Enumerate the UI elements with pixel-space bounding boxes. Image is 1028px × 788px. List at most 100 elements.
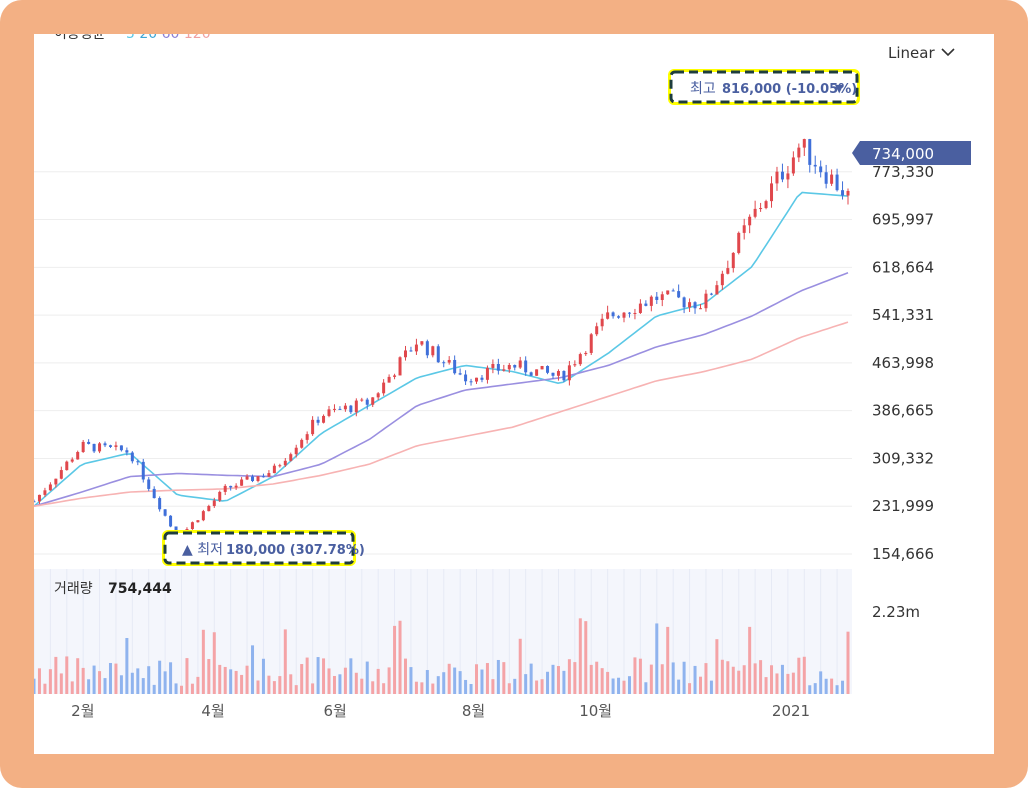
candle-body	[535, 369, 539, 376]
scale-select-label[interactable]: Linear	[888, 44, 935, 62]
volume-bar	[305, 657, 309, 694]
candle-body	[119, 445, 123, 451]
candle-body	[251, 476, 255, 482]
candle-body	[546, 366, 550, 373]
candle-body	[742, 225, 746, 233]
volume-bar	[108, 663, 112, 694]
volume-bar	[431, 683, 435, 694]
volume-bar	[584, 621, 588, 694]
chevron-down-icon[interactable]	[941, 48, 955, 57]
volume-bar	[546, 671, 550, 694]
candle-body	[496, 363, 500, 371]
volume-bar	[764, 677, 768, 694]
candle-body	[759, 208, 763, 210]
volume-bar	[704, 663, 708, 694]
candle-body	[704, 293, 708, 309]
volume-bar	[119, 675, 123, 694]
candle-body	[65, 461, 69, 471]
volume-bar	[780, 664, 784, 694]
candle-body	[447, 359, 451, 363]
x-tick-label: 8월	[462, 702, 485, 720]
volume-bar	[436, 676, 440, 694]
candle-body	[841, 190, 845, 196]
volume-bar	[600, 668, 604, 694]
candle-body	[152, 488, 156, 499]
volume-bar	[59, 673, 63, 694]
candle-body	[54, 478, 58, 485]
candle-body	[540, 366, 544, 370]
volume-bar	[354, 672, 358, 694]
volume-bar	[398, 620, 402, 694]
candle-body	[43, 490, 47, 495]
volume-bar	[627, 676, 631, 694]
ma-legend-60: 60	[162, 34, 184, 42]
candle-body	[720, 273, 724, 286]
candle-body	[622, 312, 626, 318]
ma-legend-120: 120	[184, 34, 211, 42]
volume-bar	[791, 672, 795, 694]
volume-bar	[824, 678, 828, 694]
candle-body	[688, 302, 692, 308]
volume-bar	[174, 683, 178, 694]
volume-bar	[698, 676, 702, 694]
volume-bar	[562, 670, 566, 694]
candle-body	[332, 408, 336, 410]
y-tick-label: 231,999	[872, 497, 934, 515]
volume-bar	[387, 667, 391, 694]
volume-bar	[223, 666, 227, 694]
volume-bar	[748, 626, 752, 694]
volume-bar	[606, 671, 610, 694]
candle-body	[562, 371, 566, 381]
candle-body	[715, 285, 719, 295]
candle-body	[469, 381, 473, 383]
x-tick-label: 10월	[579, 702, 612, 720]
candle-body	[638, 303, 642, 313]
volume-bar	[709, 680, 713, 694]
ma-legend-title: 이동평균	[54, 34, 106, 42]
candle-body	[491, 363, 495, 368]
x-tick-label: 2월	[71, 702, 94, 720]
candle-body	[256, 476, 260, 482]
volume-bar	[638, 658, 642, 694]
candle-body	[158, 498, 162, 510]
volume-bar	[480, 669, 484, 694]
volume-bar	[496, 659, 500, 694]
candle-body	[791, 157, 795, 174]
volume-bar	[409, 667, 413, 694]
candle-body	[775, 171, 779, 184]
volume-bar	[136, 668, 140, 694]
volume-bar	[502, 662, 506, 694]
ma-legend-5: 5	[126, 34, 139, 42]
candle-body	[272, 465, 276, 474]
candle-body	[196, 520, 200, 523]
volume-bar	[644, 682, 648, 694]
candle-body	[376, 393, 380, 398]
volume-bar	[655, 623, 659, 694]
candle-body	[698, 308, 702, 310]
candle-body	[223, 485, 227, 492]
high-annotation: 최고 816,000 (-10.05%) ▼	[668, 69, 860, 105]
volume-bar	[272, 681, 276, 694]
ma-legend: 이동평균 5 20 60 120	[54, 34, 211, 42]
volume-bar	[425, 670, 429, 694]
candle-body	[305, 434, 309, 440]
volume-bar	[535, 680, 539, 694]
volume-bar	[414, 681, 418, 694]
down-arrow-icon: ▼	[835, 82, 844, 95]
candle-body	[578, 354, 582, 365]
volume-bar	[212, 632, 216, 694]
volume-bar	[141, 678, 145, 694]
volume-title: 거래량	[54, 581, 93, 597]
volume-bar	[453, 667, 457, 694]
volume-bar	[819, 671, 823, 694]
volume-bar	[54, 656, 58, 694]
scale-select[interactable]: Linear	[888, 44, 955, 62]
candlesticks	[34, 138, 850, 539]
candle-body	[502, 369, 506, 371]
volume-bar	[666, 626, 670, 694]
volume-bar	[556, 666, 560, 694]
candle-body	[529, 372, 533, 376]
candle-body	[600, 318, 604, 327]
volume-bar	[649, 664, 653, 694]
y-tick-label: 773,330	[872, 163, 934, 181]
